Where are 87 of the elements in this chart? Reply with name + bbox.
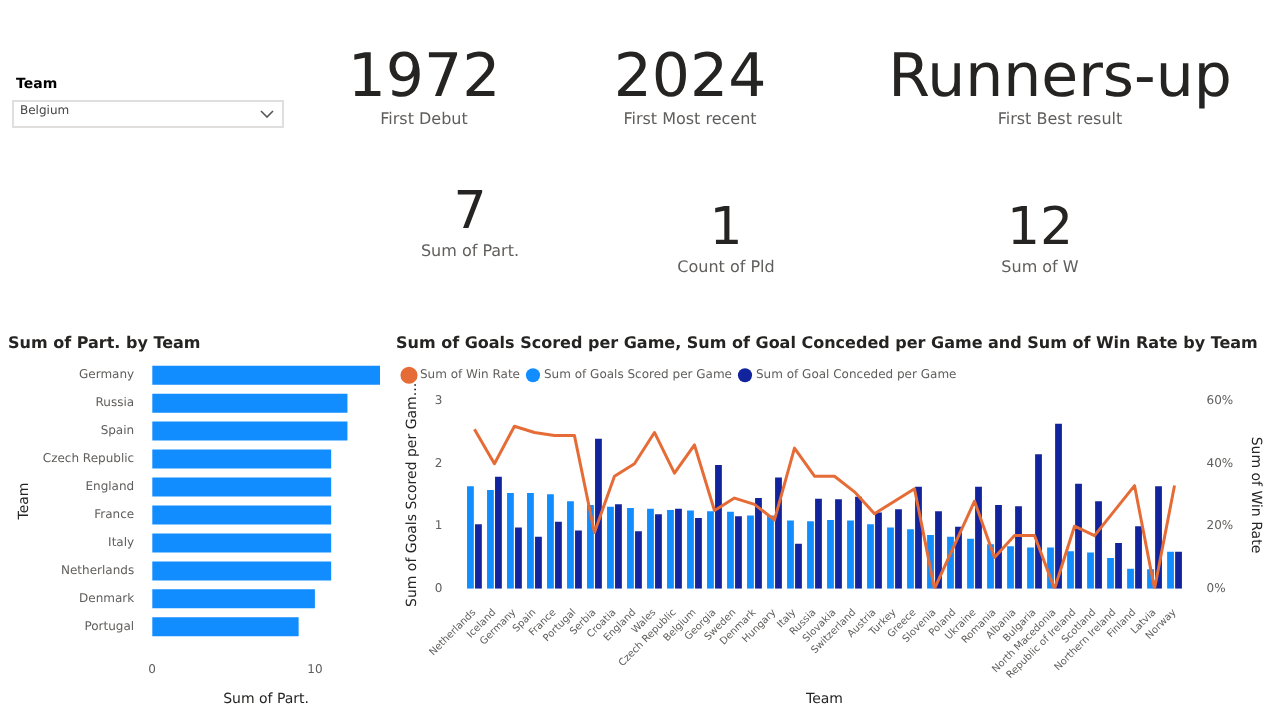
bar xyxy=(647,508,654,589)
bar xyxy=(152,365,380,385)
bar xyxy=(595,438,602,589)
bar xyxy=(995,504,1002,589)
bar xyxy=(775,477,782,589)
bar xyxy=(835,499,842,589)
bar xyxy=(1095,501,1102,589)
bar xyxy=(707,511,714,589)
bar xyxy=(495,476,502,589)
bar xyxy=(152,393,348,413)
bar xyxy=(1115,543,1122,589)
text: 12 xyxy=(1004,198,1076,258)
bar xyxy=(815,498,822,589)
bar xyxy=(795,543,802,589)
bar xyxy=(855,496,862,589)
bar xyxy=(887,527,894,589)
bar xyxy=(895,509,902,589)
text: 1972 xyxy=(345,42,503,112)
bar xyxy=(875,512,882,589)
bar xyxy=(1135,526,1142,589)
text: 2024 xyxy=(611,42,769,112)
bar xyxy=(667,509,674,589)
bar xyxy=(567,501,574,589)
bar xyxy=(152,449,332,469)
text: First Most recent xyxy=(621,110,759,128)
bar xyxy=(747,515,754,589)
bar xyxy=(1107,558,1114,589)
bar xyxy=(675,508,682,589)
bar xyxy=(847,520,854,589)
bar xyxy=(635,531,642,589)
text: First Best result xyxy=(995,110,1125,128)
bar xyxy=(767,515,774,589)
bar xyxy=(715,464,722,589)
bar xyxy=(152,477,332,497)
text: Count of Pld xyxy=(675,257,777,276)
bar xyxy=(975,486,982,589)
chart-title: Sum of Goals Scored per Game, Sum of Goal Conceded per Game and Sum of Win Rate by Team xyxy=(396,333,1258,352)
bar xyxy=(152,617,299,637)
text: First Debut xyxy=(378,110,470,128)
bar xyxy=(787,520,794,589)
bar xyxy=(1015,506,1022,589)
bar xyxy=(967,538,974,589)
bar xyxy=(152,421,348,441)
bar xyxy=(507,493,514,589)
chart-title: Sum of Part. by Team xyxy=(8,333,201,352)
bar xyxy=(152,533,332,553)
bar xyxy=(627,508,634,589)
bar xyxy=(735,516,742,589)
bar xyxy=(607,506,614,589)
text: 1 xyxy=(707,198,745,258)
bar xyxy=(1067,551,1074,589)
bar xyxy=(152,561,332,581)
bar xyxy=(1175,551,1182,589)
bar xyxy=(615,504,622,589)
bar xyxy=(1127,568,1134,589)
bar xyxy=(547,494,554,589)
text: Sum of Part. xyxy=(418,241,522,260)
text: 7 xyxy=(451,182,489,242)
bar xyxy=(487,489,494,589)
bar xyxy=(152,505,332,525)
bar xyxy=(555,521,562,589)
bar xyxy=(807,521,814,589)
bar xyxy=(755,498,762,589)
bar xyxy=(467,486,474,589)
bar xyxy=(575,530,582,589)
bar xyxy=(867,524,874,589)
bar xyxy=(535,536,542,589)
bar xyxy=(935,511,942,589)
bar xyxy=(687,510,694,589)
bar xyxy=(1035,454,1042,589)
text: Runners-up xyxy=(886,42,1234,112)
bar xyxy=(475,524,482,589)
bar xyxy=(655,514,662,589)
bar xyxy=(1027,547,1034,589)
bar xyxy=(907,529,914,589)
text: Sum of W xyxy=(999,257,1081,276)
bar xyxy=(695,518,702,589)
bar xyxy=(827,519,834,589)
bar xyxy=(527,493,534,589)
bar xyxy=(1075,483,1082,589)
bar xyxy=(727,511,734,589)
bar xyxy=(1055,423,1062,589)
bar xyxy=(1087,552,1094,589)
bar xyxy=(152,589,315,609)
bar xyxy=(1007,546,1014,589)
bar xyxy=(515,527,522,589)
bar xyxy=(1167,551,1174,589)
